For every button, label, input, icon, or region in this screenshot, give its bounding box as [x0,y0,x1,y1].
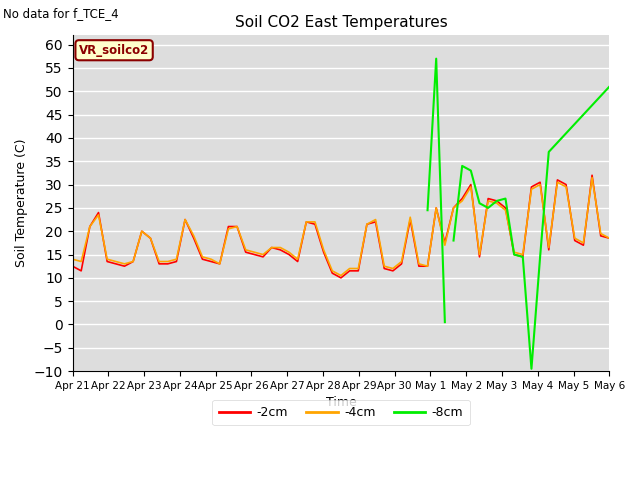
Legend: -2cm, -4cm, -8cm: -2cm, -4cm, -8cm [212,400,470,425]
-2cm [68,264,76,269]
Title: Soil CO2 East Temperatures: Soil CO2 East Temperatures [235,15,447,30]
-2cm [216,261,223,267]
-4cm [605,235,613,241]
Text: No data for f_TCE_4: No data for f_TCE_4 [3,7,119,20]
-4cm [216,261,223,267]
-2cm [588,172,596,178]
-4cm [450,205,458,211]
-4cm [346,265,353,271]
-2cm [233,224,241,229]
X-axis label: Time: Time [326,396,356,409]
-4cm [597,231,605,237]
-4cm [320,247,328,253]
-2cm [337,275,345,281]
-2cm [605,235,613,241]
-4cm [68,256,76,262]
Text: VR_soilco2: VR_soilco2 [79,44,149,57]
-2cm [450,205,458,211]
-4cm [588,175,596,180]
-2cm [346,268,353,274]
Line: -2cm: -2cm [72,175,609,278]
-2cm [320,249,328,255]
-4cm [233,224,241,229]
-4cm [337,273,345,278]
-2cm [597,233,605,239]
Y-axis label: Soil Temperature (C): Soil Temperature (C) [15,139,28,267]
Line: -4cm: -4cm [72,178,609,276]
